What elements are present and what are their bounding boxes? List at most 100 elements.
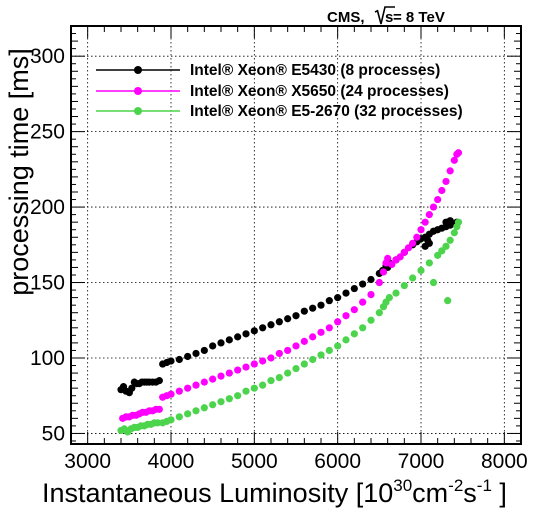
data-point [388, 260, 396, 269]
data-point [275, 349, 283, 358]
data-point [167, 357, 175, 365]
legend-marker-e5430 [134, 66, 142, 74]
data-point [184, 384, 192, 392]
data-point [375, 278, 383, 287]
data-point [325, 297, 333, 305]
data-point [284, 369, 292, 377]
data-point [379, 268, 388, 276]
data-point [429, 203, 438, 211]
data-point [300, 337, 308, 345]
grid [71, 26, 521, 444]
data-point [200, 346, 208, 355]
data-point [275, 318, 283, 326]
data-point [292, 312, 300, 320]
plot-area: 3000 4000 5000 6000 7000 8000 50 100 150 200 250 30… [30, 25, 528, 473]
data-point [275, 374, 283, 382]
data-point [425, 211, 433, 219]
data-point [367, 291, 375, 299]
data-point [217, 339, 225, 347]
data-point [438, 186, 446, 195]
data-point [359, 280, 367, 288]
data-point [309, 355, 317, 364]
data-point [259, 324, 267, 332]
data-point [325, 346, 333, 355]
data-point [334, 342, 342, 350]
data-point [234, 366, 242, 374]
data-point [384, 254, 392, 262]
x-axis-label-unit1: cm [412, 478, 448, 508]
data-point [234, 392, 242, 400]
data-point [442, 242, 450, 250]
data-point [250, 384, 258, 392]
data-point [292, 342, 300, 350]
data-point [167, 390, 175, 398]
x-axis-label-exp2: -2 [448, 476, 463, 495]
data-point [454, 149, 463, 157]
data-point [192, 407, 200, 415]
data-point [450, 229, 458, 237]
header-experiment: CMS, [327, 9, 365, 26]
data-point [200, 378, 208, 386]
legend-marker-x5650 [134, 87, 142, 95]
data-point [175, 413, 183, 421]
data-point [325, 324, 333, 332]
data-point [438, 247, 446, 255]
data-point [392, 289, 400, 297]
header: CMS, s = 8 TeV [327, 6, 445, 26]
data-point [309, 333, 317, 341]
data-point [175, 387, 183, 395]
legend-label-e5430: Intel® Xeon® E5430 (8 processes) [190, 62, 440, 79]
data-point [250, 327, 258, 335]
x-tick-label: 3000 [64, 450, 111, 473]
sqrt-icon [374, 6, 395, 25]
legend: Intel® Xeon® E5430 (8 processes) Intel® … [96, 62, 463, 120]
legend-label-x5650: Intel® Xeon® X5650 (24 processes) [190, 83, 449, 100]
data-point [250, 360, 258, 368]
x-axis-label: Instantaneous Luminosity [1030cm-2s-1 ] [42, 476, 507, 508]
data-point [400, 281, 408, 290]
data-point [300, 307, 308, 315]
data-point [184, 410, 192, 418]
data-point [342, 312, 350, 320]
data-point [334, 294, 342, 302]
y-tick-label: 300 [30, 45, 65, 68]
data-point [425, 239, 433, 247]
data-points [117, 149, 463, 436]
data-point [350, 306, 358, 314]
data-point [209, 342, 217, 350]
data-point [267, 377, 275, 385]
data-point [454, 218, 463, 226]
data-point [217, 398, 225, 406]
data-point [359, 324, 367, 332]
data-point [225, 336, 233, 344]
data-point [128, 384, 136, 392]
data-point [434, 195, 442, 204]
data-point [400, 248, 408, 256]
data-point [409, 239, 417, 247]
data-point [404, 244, 413, 252]
data-point [200, 404, 208, 412]
x-axis-label-main: Instantaneous Luminosity [10 [42, 478, 393, 508]
data-point [155, 405, 163, 413]
x-tick-label: 7000 [398, 450, 445, 473]
data-point [434, 251, 442, 259]
data-point [396, 253, 404, 261]
data-point [417, 226, 425, 234]
ticks [70, 25, 522, 444]
data-point [385, 294, 393, 302]
data-point [225, 369, 233, 377]
plot-frame [70, 25, 522, 445]
x-axis-label-unit2: s [463, 478, 477, 508]
data-point [425, 259, 433, 267]
data-point [292, 364, 300, 373]
data-point [242, 363, 250, 371]
data-point [444, 297, 452, 305]
y-tick-label: 50 [42, 422, 65, 445]
data-point [367, 316, 375, 324]
data-point [334, 318, 342, 326]
data-point [192, 381, 200, 389]
data-point [217, 372, 225, 380]
data-point [317, 351, 325, 359]
data-point [450, 156, 458, 164]
data-point [209, 401, 217, 409]
